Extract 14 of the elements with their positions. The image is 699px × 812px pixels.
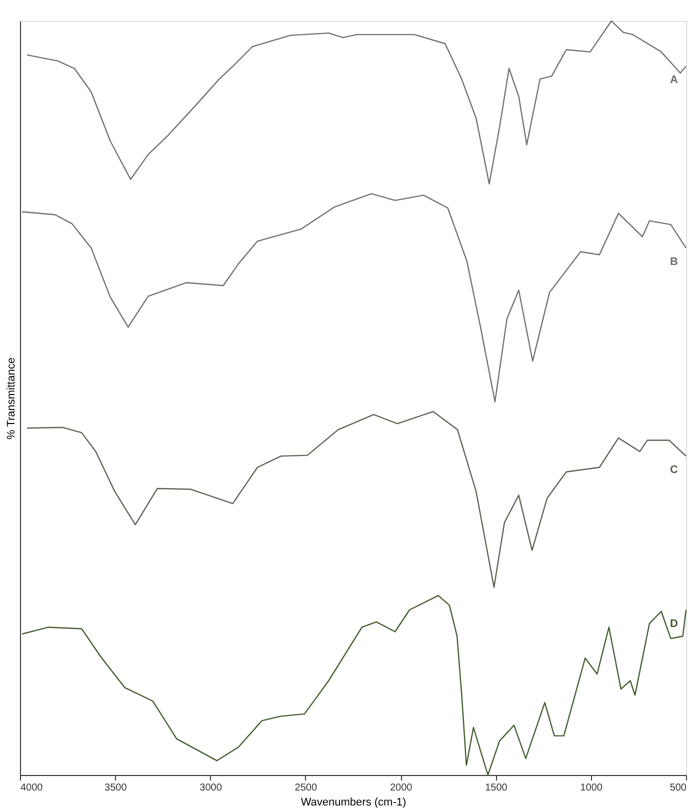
- series-label: A: [670, 74, 678, 86]
- x-tick-label: 1000: [580, 782, 603, 794]
- series-label: D: [670, 618, 678, 630]
- series-label: C: [670, 464, 678, 476]
- x-tick-label: 500: [670, 782, 687, 794]
- x-tick-label: 2500: [294, 782, 318, 794]
- x-tick-label: 3000: [200, 782, 222, 794]
- x-tick-label: 2000: [390, 782, 413, 794]
- x-axis-title: Wavenumbers (cm-1): [300, 796, 406, 808]
- x-tick-label: 3500: [104, 782, 128, 794]
- x-tick-label: 4000: [20, 782, 44, 794]
- series-label: B: [670, 256, 678, 268]
- x-tick-label: 1500: [485, 782, 508, 794]
- y-axis-title: % Transmittance: [6, 358, 18, 440]
